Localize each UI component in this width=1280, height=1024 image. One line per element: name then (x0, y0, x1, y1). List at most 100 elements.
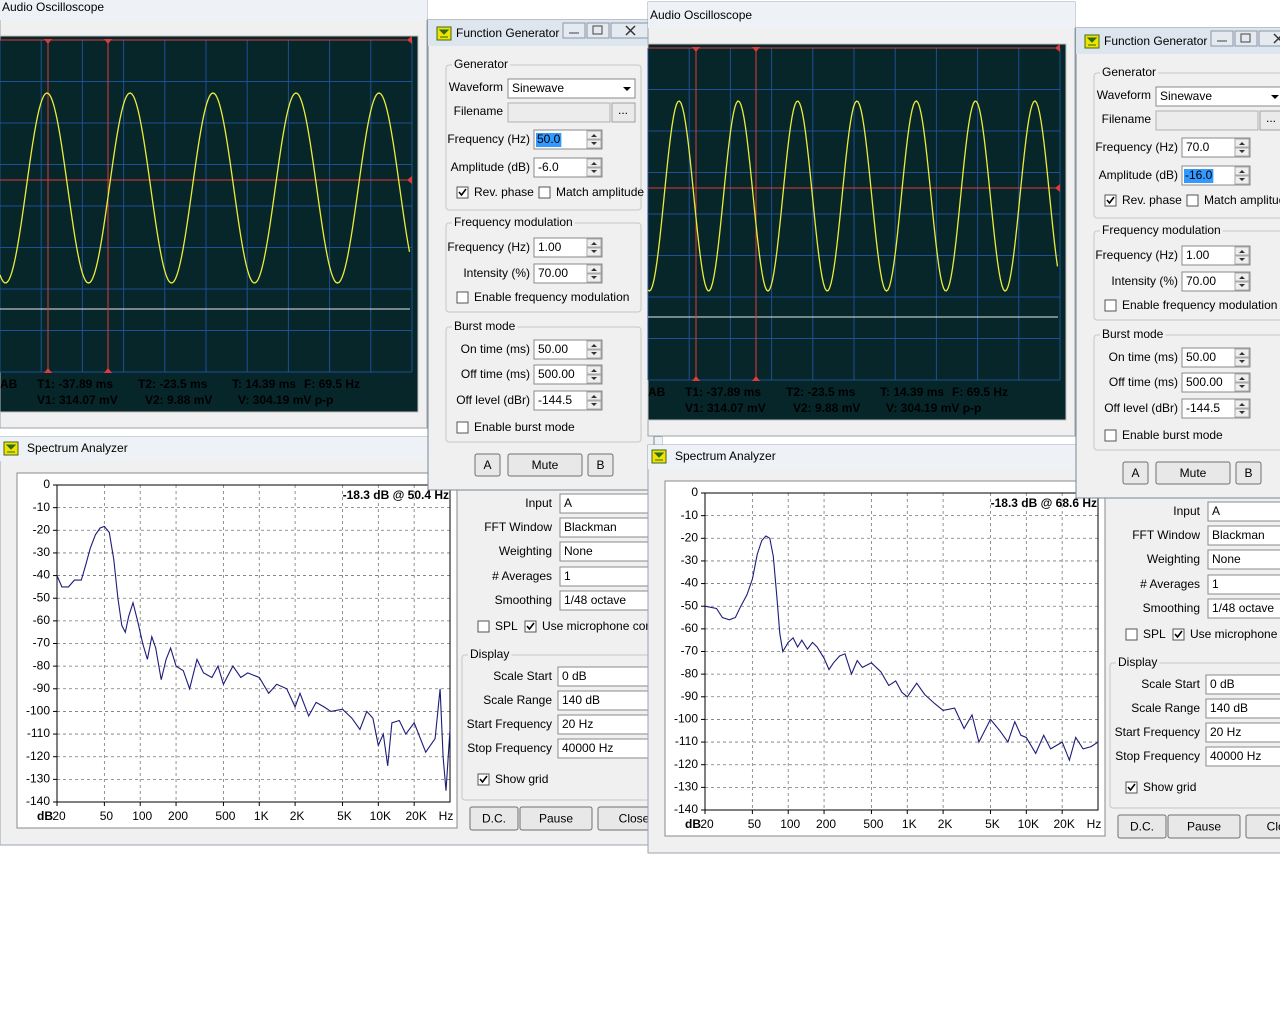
y-tick-label: -110 (27, 726, 50, 740)
button-label: D.C. (482, 812, 506, 826)
checkbox-label: Show grid (1143, 780, 1196, 794)
checkbox[interactable] (1105, 430, 1116, 441)
button-label: B (1244, 466, 1252, 480)
window-title: Function Generator (456, 26, 559, 40)
function-generator-window: Function GeneratorGeneratorWaveformSinew… (1076, 28, 1280, 498)
x-tick-label: 5K (985, 817, 1000, 831)
readout: T1: -37.89 ms (37, 377, 113, 391)
setting-label: Smoothing (495, 593, 552, 607)
readout: V1: 314.07 mV (37, 393, 118, 407)
y-tick-label: -40 (681, 576, 699, 590)
field-label: Filename (454, 104, 504, 118)
maximize-button[interactable] (587, 23, 609, 38)
readout: T2: -23.5 ms (138, 377, 208, 391)
field-value: 500.00 (538, 367, 575, 381)
group-title: Frequency modulation (1102, 223, 1221, 237)
spectrum-window: Spectrum Analyzer0-10-20-30-40-50-60-70-… (0, 437, 672, 845)
field-label: Amplitude (dB) (1099, 168, 1178, 182)
button-label: D.C. (1130, 820, 1154, 834)
readout: V: 304.19 mV p-p (238, 393, 333, 407)
field-label: Frequency (Hz) (1095, 140, 1178, 154)
y-tick-label: -20 (33, 522, 51, 536)
y-tick-label: -80 (681, 666, 699, 680)
y-tick-label: 0 (691, 485, 698, 499)
minimize-button[interactable] (1211, 31, 1233, 46)
text-field (508, 103, 610, 122)
field-value: 140 dB (562, 693, 600, 707)
y-tick-label: -100 (26, 704, 50, 718)
x-tick-label: 10K (1018, 817, 1039, 831)
field-value: 50.00 (538, 342, 568, 356)
field-value: 1 (1212, 577, 1219, 591)
field-value: 70.00 (1186, 274, 1216, 288)
checkbox[interactable] (457, 292, 468, 303)
x-tick-label: 20K (405, 809, 426, 823)
channel-label: AB (648, 385, 666, 399)
checkbox[interactable] (1126, 629, 1137, 640)
checkbox[interactable] (539, 187, 550, 198)
y-axis-label: dB (37, 809, 53, 823)
checkbox[interactable] (1105, 300, 1116, 311)
readout: F: 69.5 Hz (952, 385, 1008, 399)
field-value: 140 dB (1210, 701, 1248, 715)
checkbox-label: SPL (1143, 627, 1166, 641)
oscilloscope-window: Audio OscilloscopeABT1: -37.89 msT2: -23… (648, 2, 1075, 436)
button-label: Mute (532, 458, 559, 472)
x-tick-label: 500 (863, 817, 883, 831)
field-label: Off time (ms) (461, 367, 530, 381)
window-title: Function Generator (1104, 34, 1207, 48)
window-title: Audio Oscilloscope (2, 0, 104, 14)
oscilloscope-window: Audio OscilloscopeABT1: -37.89 msT2: -23… (0, 0, 427, 428)
button-label: A (483, 458, 491, 472)
checkbox[interactable] (1187, 195, 1198, 206)
setting-label: Stop Frequency (467, 741, 552, 755)
x-tick-label: 20 (700, 817, 714, 831)
readout: V2: 9.88 mV (145, 393, 212, 407)
text-field[interactable] (1208, 575, 1280, 594)
window-title: Spectrum Analyzer (27, 441, 128, 455)
y-tick-label: -110 (675, 734, 698, 748)
scope-display (0, 36, 418, 412)
field-value: None (1212, 552, 1241, 566)
y-tick-label: -80 (33, 658, 51, 672)
window-title: Audio Oscilloscope (650, 8, 752, 22)
field-value: 70.0 (1186, 140, 1210, 154)
checkbox-label: Enable burst mode (1122, 428, 1223, 442)
field-value: Blackman (1212, 528, 1265, 542)
field-value: 0 dB (562, 669, 587, 683)
maximize-button[interactable] (1235, 31, 1257, 46)
setting-label: Input (525, 496, 552, 510)
plot-frame (665, 481, 1105, 836)
x-tick-label: 2K (290, 809, 305, 823)
plot-frame (17, 473, 457, 828)
minimize-button[interactable] (563, 23, 585, 38)
readout: T: 14.39 ms (880, 385, 944, 399)
x-tick-label: 1K (902, 817, 917, 831)
y-tick-label: -10 (33, 500, 51, 514)
checkbox-label: Enable burst mode (474, 420, 575, 434)
button-label: Mute (1180, 466, 1207, 480)
y-tick-label: 0 (43, 477, 50, 491)
field-value: -144.5 (538, 393, 572, 407)
group-title: Burst mode (454, 319, 516, 333)
group-title: Display (470, 647, 509, 661)
button-label: Close (1267, 820, 1280, 834)
checkbox[interactable] (457, 422, 468, 433)
app-panel: Audio OscilloscopeABT1: -37.89 msT2: -23… (648, 2, 1280, 853)
y-tick-label: -30 (33, 545, 51, 559)
x-axis-label: Hz (1087, 817, 1102, 831)
field-value: Sinewave (512, 81, 564, 95)
close-button[interactable] (1259, 31, 1280, 46)
setting-label: Weighting (499, 544, 552, 558)
field-value: -144.5 (1186, 401, 1220, 415)
field-value: None (564, 544, 593, 558)
y-axis-label: dB (685, 817, 701, 831)
function-generator-window: Function GeneratorGeneratorWaveformSinew… (428, 20, 654, 490)
checkbox[interactable] (478, 621, 489, 632)
x-axis-label: Hz (439, 809, 454, 823)
field-value: Blackman (564, 520, 617, 534)
field-label: Intensity (%) (1111, 274, 1178, 288)
group-title: Frequency modulation (454, 215, 573, 229)
checkbox-label: Enable frequency modulation (474, 290, 629, 304)
